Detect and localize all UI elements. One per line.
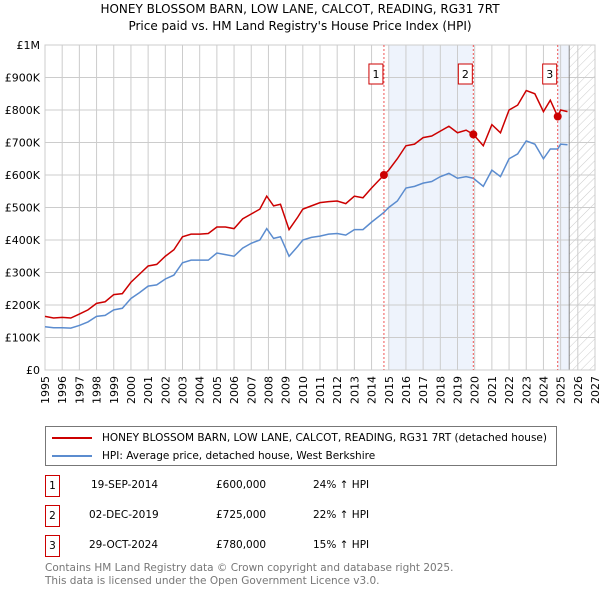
y-tick-label: £0 [26,364,40,377]
sale-marker-label: 1 [372,68,379,81]
y-tick-label: £500K [5,202,41,215]
legend-swatch-blue [52,454,92,457]
property-price-line [44,89,568,319]
y-tick-label: £100K [5,332,41,345]
sale-hpi-diff: 22% ↑ HPI [313,509,370,521]
x-tick-label: 2012 [331,376,344,404]
chart-title: HONEY BLOSSOM BARN, LOW LANE, CALCOT, RE… [100,2,500,16]
sale-marker-box [542,63,558,85]
x-tick-label: 2020 [469,376,482,404]
x-tick-label: 2019 [452,376,465,404]
x-tick-label: 2007 [245,376,258,404]
sale-hpi-diff: 24% ↑ HPI [313,479,370,491]
x-tick-label: 2005 [211,376,224,404]
x-tick-label: 2009 [280,376,293,404]
x-tick-label: 2026 [572,376,585,404]
y-tick-label: £600K [5,169,41,182]
y-tick-label: £800K [5,104,41,117]
sale-marker-label: 2 [45,505,60,527]
x-tick-label: 2015 [383,376,396,404]
x-tick-label: 1998 [91,376,104,404]
sale-date: 19-SEP-2014 [91,479,159,491]
price-chart: 1 2 3 1995 1996 1997 1998 1999 2000 2001 2002 2003 2… [5,39,600,404]
sale-price: £600,000 [216,479,267,491]
y-tick-label: £300K [5,267,41,280]
legend-item-hpi: HPI: Average price, detached house, West… [52,447,375,464]
x-tick-label: 1995 [39,376,52,404]
footer-copyright: Contains HM Land Registry data © Crown c… [45,562,454,574]
legend-label: HONEY BLOSSOM BARN, LOW LANE, CALCOT, RE… [102,431,547,444]
x-tick-label: 2017 [417,376,430,404]
x-tick-label: 2008 [262,376,275,404]
sale-marker-label: 3 [546,68,553,81]
x-tick-label: 2024 [537,376,550,404]
x-tick-label: 1997 [73,376,86,404]
sale-point [469,130,478,139]
legend-label: HPI: Average price, detached house, West… [102,449,376,462]
legend-swatch-red [52,436,92,439]
sale-hpi-diff: 15% ↑ HPI [313,539,370,551]
sale-point [379,171,388,179]
sale-date: 29-OCT-2024 [89,539,158,551]
x-tick-label: 2014 [366,376,379,404]
y-tick-label: £400K [5,234,41,247]
sale-point [553,112,562,121]
x-tick-label: 1999 [108,376,121,404]
plot-border [44,44,596,371]
sale-date: 02-DEC-2019 [89,509,159,521]
chart-subtitle: Price paid vs. HM Land Registry's House … [128,19,472,33]
x-tick-label: 2011 [314,376,327,404]
sale-price: £725,000 [216,509,267,521]
x-tick-label: 2022 [503,376,516,404]
y-tick-label: £900K [5,72,41,85]
sale-marker-label: 2 [462,68,469,81]
legend: HONEY BLOSSOM BARN, LOW LANE, CALCOT, RE… [45,426,557,466]
x-tick-label: 2027 [589,376,600,404]
x-tick-label: 2006 [228,376,241,404]
y-tick-label: £200K [5,299,41,312]
legend-item-property: HONEY BLOSSOM BARN, LOW LANE, CALCOT, RE… [52,429,547,446]
x-tick-label: 2003 [177,376,190,404]
x-tick-label: 2013 [348,376,361,404]
x-tick-label: 2001 [142,376,155,404]
sale-marker-box [368,63,384,85]
y-tick-label: £1M [17,39,41,52]
x-tick-label: 2018 [434,376,447,404]
sale-marker-label: 1 [45,475,60,497]
footer-licence: This data is licensed under the Open Gov… [45,575,380,587]
x-tick-label: 2025 [555,376,568,404]
x-tick-label: 2021 [486,376,499,404]
hpi-line [44,139,568,329]
x-tick-label: 2023 [520,376,533,404]
x-tick-label: 2010 [297,376,310,404]
x-tick-label: 1996 [56,376,69,404]
sale-price: £780,000 [216,539,267,551]
sale-marker-label: 3 [45,535,60,557]
sale-marker-box [457,63,473,85]
y-tick-label: £700K [5,137,41,150]
x-tick-label: 2000 [125,376,138,404]
x-tick-label: 2016 [400,376,413,404]
x-tick-label: 2004 [194,376,207,404]
x-tick-label: 2002 [159,376,172,404]
